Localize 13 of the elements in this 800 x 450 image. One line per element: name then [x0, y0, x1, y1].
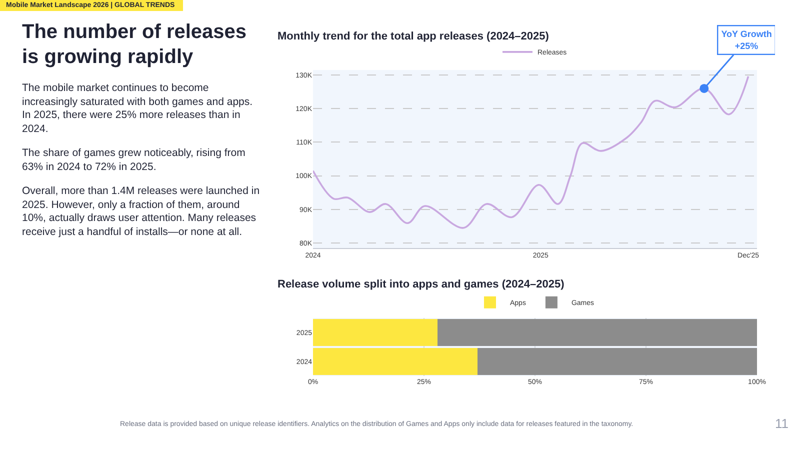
- text: The mobile market continues to become increasingly saturated with both games and apps. In 2025, there were 25% more releases than in 2024.: [22, 82, 254, 136]
- text: Overall, more than 1.4M releases were launched in 2025. However, only a fraction of them, around 10%, actually draws user attention. Many releases receive just a handful of installs—or none at all.: [22, 185, 261, 239]
- bar: [437, 319, 757, 346]
- bar: [313, 319, 438, 346]
- text: The share of games grew noticeably, rising from 63% in 2024 to 72% in 2025.: [22, 147, 246, 174]
- chart-title: Release volume split into apps and games (2024–2025): [278, 278, 565, 291]
- bar: [313, 348, 478, 375]
- bar: [477, 348, 757, 375]
- annotation: YoY Growth +25%: [721, 29, 772, 51]
- line-series: [313, 75, 750, 229]
- chart-title: Monthly trend for the total app releases (2024–2025): [278, 30, 550, 43]
- text: The number of releases is growing rapidly: [22, 20, 248, 70]
- text: 11: [775, 416, 788, 431]
